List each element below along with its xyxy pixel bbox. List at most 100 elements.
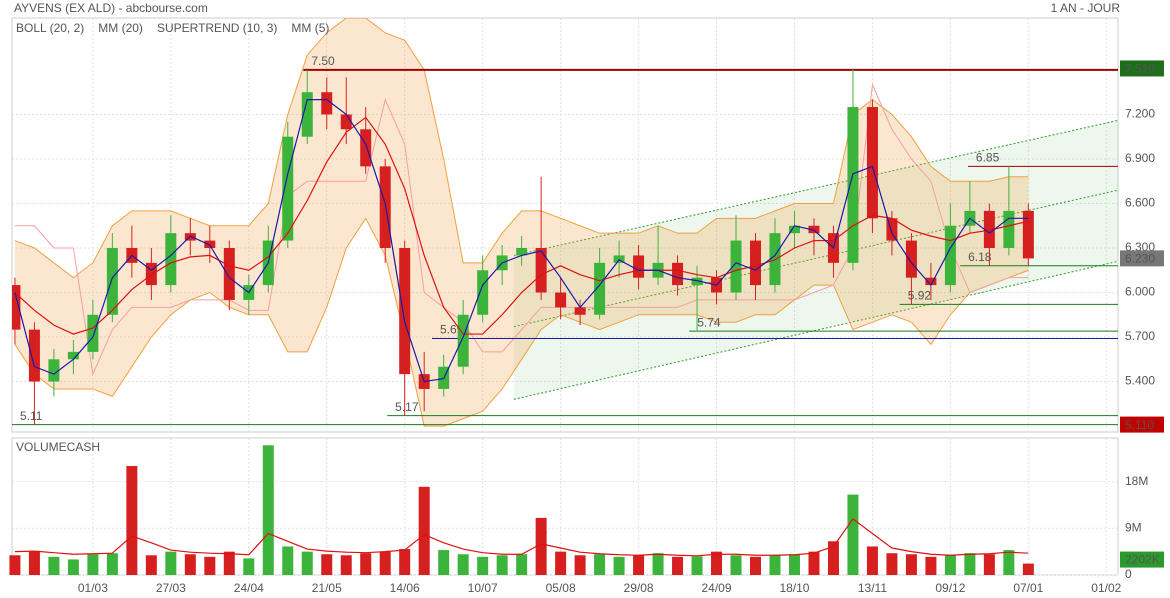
volume-bar [262, 445, 274, 575]
badge-label: 6.230 [1125, 252, 1155, 266]
candle-body [1003, 210, 1015, 248]
period: 1 AN - JOUR [1051, 1, 1121, 15]
volume-bar [321, 554, 333, 575]
y-tick-label: 6.900 [1125, 151, 1155, 165]
badge-label: 5.110 [1125, 418, 1154, 432]
candle-body [477, 270, 489, 315]
volume-bar [301, 551, 313, 575]
badge-label: 7.510 [1125, 62, 1155, 76]
candle-body [1022, 210, 1034, 259]
candle-body [282, 136, 294, 241]
legend-entry: MM (5) [291, 21, 329, 35]
volume-bar [204, 556, 216, 575]
candle-body [106, 248, 118, 315]
x-tick-label: 05/08 [546, 581, 576, 595]
volume-bar [418, 486, 430, 575]
supertrend-line [14, 82, 1029, 376]
y-tick-label: 9M [1125, 520, 1142, 534]
chart-title: AYVENS (EX ALD) - abcbourse.com [14, 1, 208, 15]
candle-body [983, 210, 995, 248]
boll-fill [14, 18, 1029, 427]
candle-body [535, 248, 547, 293]
legend-entry: SUPERTREND (10, 3) [157, 21, 277, 35]
candle-body [750, 240, 762, 286]
candle-body [905, 240, 917, 278]
candle-body [866, 107, 878, 219]
x-tick-label: 27/03 [156, 581, 186, 595]
x-tick-label: 29/08 [624, 581, 654, 595]
volume-bar [126, 466, 138, 575]
volume-bar [594, 554, 606, 575]
candle-body [360, 129, 372, 167]
candle-body [399, 248, 411, 375]
volume-bar [282, 546, 294, 575]
volume-bar [496, 555, 508, 575]
volume-bar [711, 551, 723, 575]
candle-body [769, 233, 781, 286]
level-label: 5.11 [20, 409, 43, 423]
candle-body [87, 314, 99, 352]
candle-body [516, 248, 528, 256]
volume-bar [1022, 563, 1034, 575]
volume-bar [652, 553, 664, 575]
badge-bg [1120, 551, 1164, 568]
candle-body [574, 307, 586, 315]
candle-body [944, 225, 956, 286]
level-label: 7.50 [311, 54, 335, 68]
volume-bar [516, 554, 528, 575]
volume-bar [827, 541, 839, 575]
volume-bar [750, 556, 762, 575]
candle-body [379, 166, 391, 248]
volume-bar [788, 554, 800, 575]
level-label: 5.17 [395, 400, 419, 414]
channel-line [513, 119, 1118, 256]
volume-bar [360, 553, 372, 575]
y-tick-label: 0 [1125, 567, 1132, 581]
candle-body [12, 285, 21, 330]
volume-bar [1003, 550, 1015, 575]
volume-bar [399, 549, 411, 575]
y-tick-label: 6.600 [1125, 196, 1155, 210]
volume-bar [165, 551, 177, 575]
volume-bar [477, 556, 489, 575]
ma20-line [14, 116, 1029, 335]
candle-body [340, 114, 352, 130]
candle-body [223, 248, 235, 300]
candle-body [886, 218, 898, 241]
volume-bar [438, 550, 450, 575]
candle-body [48, 359, 60, 382]
candle-body [594, 262, 606, 315]
badge-bg [1120, 250, 1164, 267]
channel-line [513, 189, 1118, 328]
candle-body [788, 225, 800, 234]
x-tick-label: 24/04 [234, 581, 264, 595]
legend-entry: MM (20) [98, 21, 143, 35]
x-tick-label: 18/10 [779, 581, 809, 595]
candle-body [613, 255, 625, 263]
x-tick-label: 01/02 [1091, 581, 1121, 595]
volume-bar [184, 554, 196, 575]
candle-body [691, 277, 703, 286]
volume-ma-line [14, 518, 1029, 557]
price-plot: 7.506.856.185.925.745.695.175.11 [12, 18, 1118, 427]
x-tick-label: 21/05 [312, 581, 342, 595]
volume-bar [340, 555, 352, 575]
candle-body [925, 277, 937, 286]
volume-bar [574, 555, 586, 575]
volume-bar [944, 555, 956, 575]
volume-bar [925, 556, 937, 575]
volume-bar [379, 551, 391, 575]
candle-body [321, 92, 333, 115]
candle-body [165, 233, 177, 286]
y-tick-label: 5.700 [1125, 329, 1155, 343]
volume-bar [223, 551, 235, 575]
channel-fill [513, 120, 1118, 400]
volume-bar [106, 553, 118, 575]
legend-entry: BOLL (20, 2) [16, 21, 84, 35]
level-label: 6.85 [976, 151, 1000, 165]
level-label: 5.74 [697, 315, 721, 329]
ma5-line [14, 99, 1029, 383]
x-tick-label: 10/07 [468, 581, 498, 595]
